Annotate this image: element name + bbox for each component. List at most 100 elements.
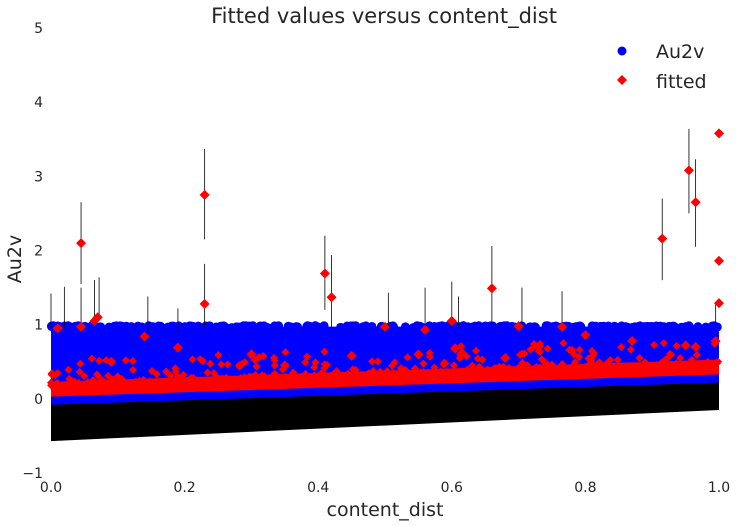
y-tick-label: 2	[34, 244, 43, 260]
fitted-point	[455, 367, 464, 376]
fitted-point	[270, 356, 279, 365]
fitted-point	[403, 353, 412, 362]
au2v-point	[478, 322, 488, 332]
fitted-point	[382, 367, 391, 376]
fitted-point	[417, 369, 426, 378]
fitted-point	[558, 363, 567, 372]
fitted-point	[657, 233, 668, 244]
fitted-point	[199, 298, 210, 309]
au2v-point	[201, 321, 211, 331]
fitted-point	[580, 362, 589, 371]
fitted-point	[104, 371, 113, 380]
y-tick-label: 0	[34, 392, 43, 408]
fitted-point	[320, 360, 329, 369]
au2v-point	[220, 323, 230, 333]
fitted-point	[369, 367, 378, 376]
fitted-point	[690, 197, 701, 208]
fitted-point	[672, 359, 681, 368]
au2v-point	[96, 322, 106, 332]
fitted-point	[494, 363, 503, 372]
au2v-point	[262, 322, 272, 332]
fitted-point	[533, 341, 544, 352]
fitted-point	[123, 378, 132, 387]
au2v-point	[412, 321, 422, 331]
au2v-point	[668, 321, 678, 331]
fitted-point	[75, 367, 84, 376]
au2v-point	[602, 322, 612, 332]
fitted-point	[413, 349, 424, 360]
fitted-point	[568, 362, 577, 371]
fitted-point	[76, 238, 87, 249]
fitted-point	[526, 345, 535, 354]
fitted-point	[380, 321, 390, 332]
au2v-point	[685, 322, 695, 332]
fitted-point	[411, 364, 420, 373]
fitted-point	[199, 189, 210, 200]
au2v-point	[575, 321, 585, 331]
fitted-point	[557, 321, 568, 332]
fitted-point	[223, 360, 232, 369]
fitted-point	[247, 372, 256, 381]
legend-label-au2v: Au2v	[656, 41, 704, 63]
legend-marker-fitted	[617, 75, 627, 85]
au2v-point	[351, 321, 361, 331]
au2v-point	[642, 321, 652, 331]
x-tick-label: 1.0	[708, 480, 730, 496]
fitted-point	[568, 345, 577, 354]
fitted-point	[575, 345, 584, 354]
au2v-point	[631, 322, 641, 332]
fitted-point	[279, 373, 288, 382]
fitted-point	[635, 353, 644, 362]
au2v-point	[115, 321, 125, 331]
fitted-point	[388, 370, 397, 379]
fitted-point	[259, 352, 268, 361]
fitted-point	[690, 341, 701, 352]
fitted-point	[206, 359, 215, 368]
fitted-point	[70, 378, 79, 387]
fitted-point	[296, 373, 305, 382]
au2v-point	[133, 321, 143, 331]
fitted-point	[329, 371, 338, 380]
fitted-point	[575, 353, 584, 362]
fitted-point	[680, 360, 689, 369]
fitted-point	[92, 379, 101, 388]
fitted-point	[80, 372, 89, 381]
fitted-point	[128, 357, 137, 366]
x-tick-labels: 0.0 0.2 0.4 0.6 0.8 1.0	[40, 480, 730, 496]
fitted-point	[203, 368, 212, 377]
fitted-point	[356, 371, 365, 380]
fitted-point	[471, 346, 480, 355]
fitted-point	[121, 356, 130, 365]
au2v-point	[711, 322, 721, 332]
fitted-point	[559, 339, 568, 348]
fitted-point	[179, 370, 188, 379]
au2v-point	[270, 321, 280, 331]
fitted-point	[52, 323, 63, 334]
fitted-point	[145, 377, 154, 386]
fitted-point	[171, 367, 180, 376]
legend-label-fitted: fitted	[656, 71, 707, 93]
fitted-point	[92, 312, 103, 323]
fitted-point	[252, 362, 261, 371]
fitted-point	[537, 355, 546, 364]
fitted-point	[250, 356, 259, 365]
fitted-point	[475, 362, 484, 371]
au2v-point	[163, 322, 173, 332]
fitted-point	[301, 372, 310, 381]
fitted-point	[714, 357, 723, 366]
fitted-point	[692, 350, 701, 359]
fitted-band-layer	[47, 339, 723, 397]
fitted-point	[188, 355, 197, 364]
au2v-point	[305, 321, 315, 331]
fitted-point	[617, 343, 626, 352]
fitted-point	[272, 371, 281, 380]
fitted-point	[237, 359, 246, 368]
fitted-point	[217, 360, 226, 369]
fitted-point	[152, 377, 161, 386]
fitted-point	[87, 379, 96, 388]
au2v-point	[506, 322, 516, 332]
fitted-point	[172, 342, 183, 353]
au2v-point	[649, 322, 659, 332]
fitted-point	[626, 345, 635, 354]
y-tick-labels: −1 0 1 2 3 4 5	[22, 21, 43, 482]
